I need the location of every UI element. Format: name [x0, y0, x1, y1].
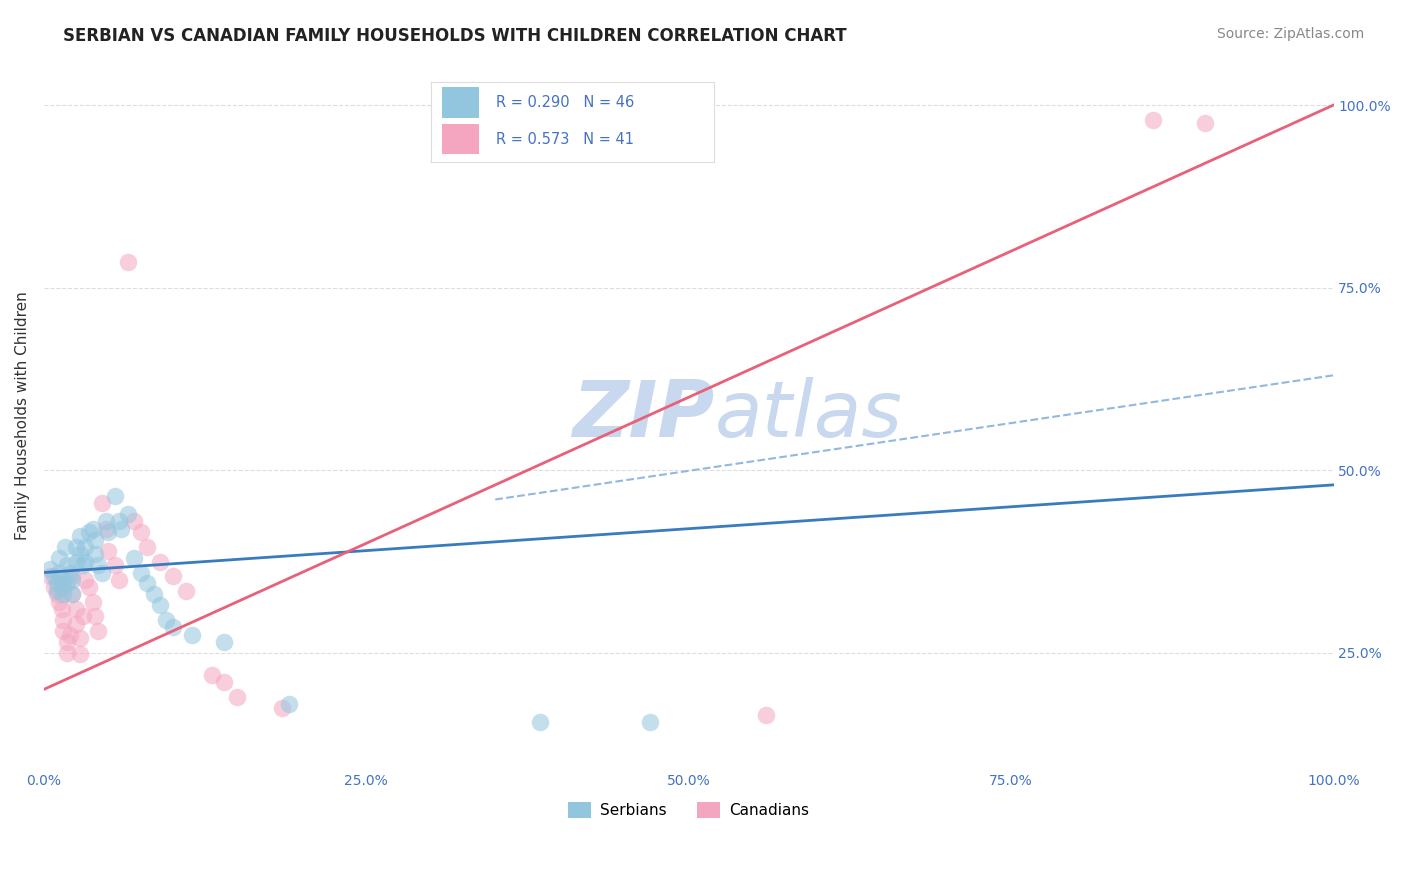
Point — [149, 599, 172, 613]
Point — [59, 627, 82, 641]
Point — [60, 569, 83, 583]
Point — [45, 576, 67, 591]
Point — [162, 620, 184, 634]
Point — [122, 515, 145, 529]
Point — [44, 580, 66, 594]
Point — [52, 624, 75, 638]
Point — [39, 562, 62, 576]
Point — [44, 569, 66, 583]
Point — [56, 635, 79, 649]
Text: ZIP: ZIP — [572, 377, 714, 453]
Point — [214, 635, 236, 649]
Point — [84, 609, 107, 624]
Y-axis label: Family Households with Children: Family Households with Children — [15, 291, 30, 540]
Point — [39, 569, 62, 583]
Point — [45, 583, 67, 598]
Point — [69, 547, 91, 561]
Point — [97, 543, 120, 558]
Point — [104, 558, 127, 573]
Point — [142, 587, 165, 601]
Point — [104, 489, 127, 503]
Point — [53, 540, 76, 554]
Point — [174, 583, 197, 598]
Point — [94, 522, 117, 536]
Point — [59, 566, 82, 580]
Point — [155, 613, 177, 627]
Point — [117, 255, 139, 269]
Point — [52, 580, 75, 594]
Point — [122, 550, 145, 565]
Point — [48, 566, 70, 580]
Point — [72, 558, 94, 573]
Point — [60, 587, 83, 601]
Point — [48, 595, 70, 609]
Text: SERBIAN VS CANADIAN FAMILY HOUSEHOLDS WITH CHILDREN CORRELATION CHART: SERBIAN VS CANADIAN FAMILY HOUSEHOLDS WI… — [63, 27, 846, 45]
Point — [200, 667, 222, 681]
Point — [110, 522, 132, 536]
Point — [129, 566, 152, 580]
Point — [65, 602, 87, 616]
Text: Source: ZipAtlas.com: Source: ZipAtlas.com — [1216, 27, 1364, 41]
Point — [75, 573, 97, 587]
Point — [65, 540, 87, 554]
Point — [277, 697, 299, 711]
Point — [214, 675, 236, 690]
Point — [69, 632, 91, 646]
Point — [56, 576, 79, 591]
Point — [107, 515, 129, 529]
Point — [755, 708, 778, 723]
Point — [1142, 112, 1164, 127]
Point — [107, 573, 129, 587]
Point — [51, 602, 73, 616]
Point — [84, 533, 107, 547]
Point — [162, 569, 184, 583]
Point — [149, 555, 172, 569]
Point — [69, 529, 91, 543]
Legend: Serbians, Canadians: Serbians, Canadians — [562, 796, 815, 824]
Point — [45, 587, 67, 601]
Point — [77, 525, 100, 540]
Point — [129, 525, 152, 540]
Point — [51, 573, 73, 587]
Point — [75, 555, 97, 569]
Point — [94, 515, 117, 529]
Point — [65, 616, 87, 631]
Point — [77, 580, 100, 594]
Point — [72, 609, 94, 624]
Point — [181, 627, 204, 641]
Point — [82, 595, 104, 609]
Point — [60, 573, 83, 587]
Point — [56, 646, 79, 660]
Point — [87, 624, 110, 638]
Point — [136, 576, 159, 591]
Point — [82, 522, 104, 536]
Point — [75, 540, 97, 554]
Point — [1194, 116, 1216, 130]
Point — [48, 550, 70, 565]
Point — [52, 613, 75, 627]
Point — [97, 525, 120, 540]
Point — [136, 540, 159, 554]
Text: atlas: atlas — [714, 377, 903, 453]
Point — [90, 566, 112, 580]
Point — [226, 690, 249, 704]
Point — [65, 555, 87, 569]
Point — [529, 715, 551, 730]
Point — [84, 547, 107, 561]
Point — [271, 700, 294, 714]
Point — [52, 587, 75, 601]
Point — [638, 715, 661, 730]
Point — [56, 558, 79, 573]
Point — [117, 507, 139, 521]
Point — [90, 496, 112, 510]
Point — [87, 558, 110, 573]
Point — [69, 648, 91, 662]
Point — [60, 587, 83, 601]
